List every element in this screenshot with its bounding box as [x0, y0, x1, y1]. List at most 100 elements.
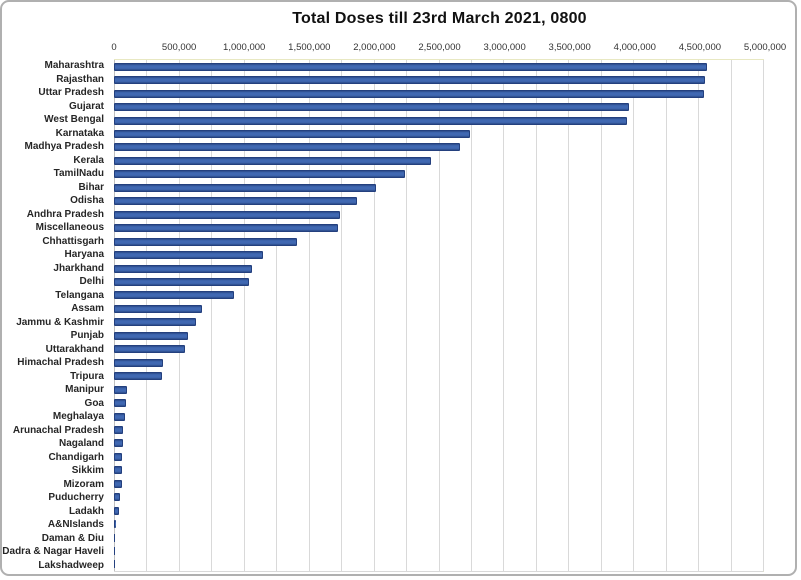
bar-nagaland — [114, 439, 123, 448]
bar-tamilnadu — [114, 170, 405, 179]
category-label: TamilNadu — [53, 168, 104, 180]
bar-row — [114, 60, 763, 73]
category-label: Mizoram — [63, 478, 104, 490]
bar-a-nislands — [114, 520, 116, 529]
bar-row — [114, 154, 763, 167]
category-label: Himachal Pradesh — [17, 357, 104, 369]
x-axis-tick-label: 1,500,000 — [288, 42, 331, 53]
bar-row — [114, 450, 763, 463]
bar-row — [114, 168, 763, 181]
gridline — [698, 60, 700, 571]
gridline — [730, 60, 732, 571]
category-label: Goa — [84, 397, 104, 409]
bar-delhi — [114, 277, 249, 286]
gridline — [568, 60, 570, 571]
category-label: Miscellaneous — [35, 222, 104, 234]
chart-title: Total Doses till 23rd March 2021, 0800 — [292, 10, 587, 27]
bar-karnataka — [114, 129, 470, 138]
bar-rajasthan — [114, 76, 706, 85]
gridline — [178, 60, 180, 571]
gridline — [211, 60, 213, 571]
bar-west-bengal — [114, 116, 627, 125]
bar-mizoram — [114, 479, 122, 488]
bar-row — [114, 221, 763, 234]
x-axis-tick-label: 3,500,000 — [548, 42, 591, 53]
x-axis-tick-label: 4,500,000 — [678, 42, 722, 53]
bar-row — [114, 558, 763, 571]
category-label: Jammu & Kashmir — [16, 316, 104, 328]
bar-row — [114, 410, 763, 423]
bar-row — [114, 302, 763, 315]
bar-row — [114, 100, 763, 113]
gridline — [535, 60, 537, 571]
x-axis-tick-label: 500,000 — [161, 42, 197, 53]
bar-andhra-pradesh — [114, 210, 340, 219]
bar-row — [114, 248, 763, 261]
category-label: Sikkim — [71, 465, 104, 477]
gridline — [665, 60, 667, 571]
category-label: Uttarakhand — [45, 343, 104, 355]
bar-bihar — [114, 183, 377, 192]
bar-manipur — [114, 385, 127, 394]
category-label: Karnataka — [55, 127, 104, 139]
bar-punjab — [114, 331, 188, 340]
bar-row — [114, 504, 763, 517]
bar-row — [114, 531, 763, 544]
zero-axis-line — [114, 60, 115, 571]
bar-row — [114, 87, 763, 100]
gridline — [146, 60, 148, 571]
category-label: Jharkhand — [53, 262, 104, 274]
bar-dadra-nagar-haveli — [114, 547, 116, 556]
gridline — [373, 60, 375, 571]
bar-himachal-pradesh — [114, 358, 164, 367]
category-label: Punjab — [70, 330, 104, 342]
category-label: Daman & Diu — [41, 532, 104, 544]
bar-row — [114, 491, 763, 504]
gridlines-layer — [114, 60, 764, 571]
bar-gujarat — [114, 103, 630, 112]
category-label: Nagaland — [58, 438, 104, 450]
bar-row — [114, 114, 763, 127]
gridline — [633, 60, 635, 571]
gridline — [243, 60, 245, 571]
bar-row — [114, 356, 763, 369]
x-axis-tick-label: 0 — [111, 42, 117, 53]
category-label: Assam — [71, 303, 104, 315]
bar-row — [114, 477, 763, 490]
gridline — [470, 60, 472, 571]
bar-row — [114, 181, 763, 194]
category-label: Chandigarh — [48, 451, 104, 463]
bar-row — [114, 329, 763, 342]
bar-puducherry — [114, 493, 120, 502]
bar-assam — [114, 304, 202, 313]
bar-row — [114, 316, 763, 329]
gridline — [438, 60, 440, 571]
gridline — [600, 60, 602, 571]
bar-row — [114, 275, 763, 288]
bar-meghalaya — [114, 412, 126, 421]
category-label: Lakshadweep — [38, 559, 104, 571]
bar-chandigarh — [114, 452, 122, 461]
category-label: A&NIslands — [47, 519, 104, 531]
bar-row — [114, 73, 763, 86]
bar-tripura — [114, 372, 163, 381]
bar-haryana — [114, 251, 264, 260]
bar-row — [114, 262, 763, 275]
bar-row — [114, 369, 763, 382]
bar-row — [114, 141, 763, 154]
bar-odisha — [114, 197, 357, 206]
bar-row — [114, 235, 763, 248]
gridline — [276, 60, 278, 571]
gridline — [406, 60, 408, 571]
bar-maharashtra — [114, 62, 708, 71]
bar-lakshadweep — [114, 560, 115, 569]
bar-madhya-pradesh — [114, 143, 460, 152]
x-axis-tick-label: 1,000,000 — [223, 42, 266, 53]
bar-row — [114, 437, 763, 450]
bar-chhattisgarh — [114, 237, 298, 246]
bar-telangana — [114, 291, 235, 300]
bar-arunachal-pradesh — [114, 425, 124, 434]
bar-daman-diu — [114, 533, 116, 542]
bar-row — [114, 383, 763, 396]
category-label: Telangana — [55, 289, 104, 301]
